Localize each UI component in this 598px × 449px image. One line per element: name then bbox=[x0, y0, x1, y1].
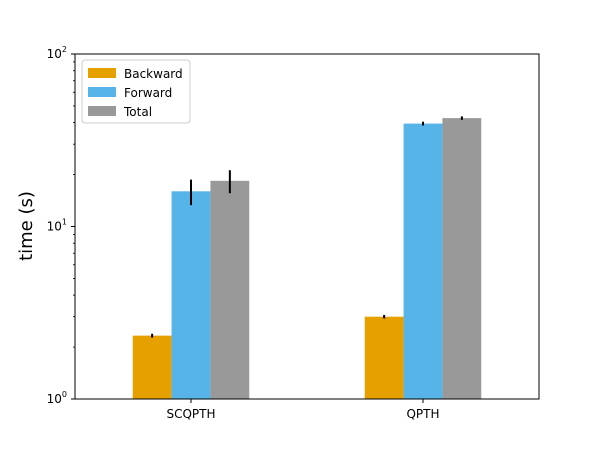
y-tick-exponent: 1 bbox=[62, 218, 67, 227]
legend-label-forward: Forward bbox=[124, 86, 172, 100]
x-tick-label: QPTH bbox=[406, 407, 439, 421]
y-tick-exponent: 2 bbox=[62, 45, 67, 54]
y-tick-label: 100 bbox=[47, 390, 67, 406]
legend: Backward Forward Total bbox=[81, 59, 191, 124]
y-tick-label: 102 bbox=[47, 45, 67, 61]
y-tick-base: 10 bbox=[47, 220, 62, 234]
x-ticks: SCQPTH QPTH bbox=[166, 399, 440, 421]
legend-swatch-forward bbox=[88, 87, 116, 97]
y-tick-base: 10 bbox=[47, 47, 62, 61]
legend-swatch-total bbox=[88, 106, 116, 116]
legend-label-backward: Backward bbox=[124, 67, 183, 81]
bar-forward-scqpth bbox=[171, 191, 211, 399]
y-tick-base: 10 bbox=[47, 392, 62, 406]
bars-layer bbox=[132, 118, 482, 400]
errorbars-layer bbox=[151, 116, 463, 338]
y-tick-label: 101 bbox=[47, 218, 67, 234]
bar-backward-scqpth bbox=[132, 335, 172, 399]
x-tick-label: SCQPTH bbox=[166, 407, 215, 421]
y-tick-exponent: 0 bbox=[62, 390, 67, 399]
y-axis-label: time (s) bbox=[16, 191, 37, 261]
legend-swatch-backward bbox=[88, 68, 116, 78]
bar-total-qpth bbox=[442, 118, 482, 400]
bar-total-scqpth bbox=[210, 180, 250, 399]
bar-backward-qpth bbox=[364, 316, 404, 399]
bar-forward-qpth bbox=[403, 123, 443, 399]
legend-label-total: Total bbox=[123, 105, 152, 119]
